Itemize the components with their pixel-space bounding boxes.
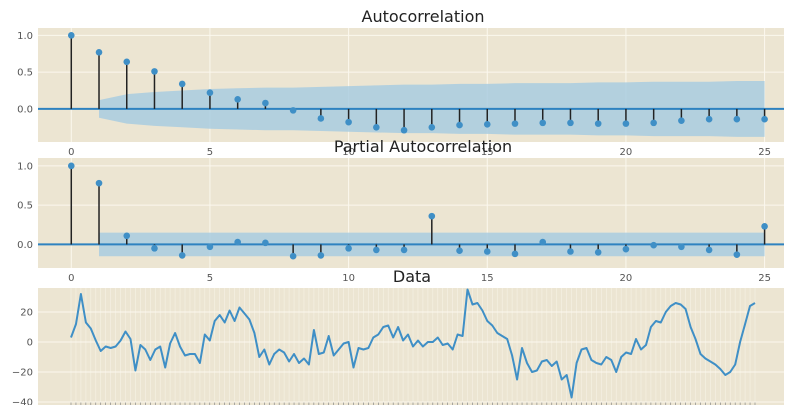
- x-tick-label: 25: [758, 273, 771, 284]
- stem-marker: [483, 121, 491, 128]
- stem-marker: [428, 212, 436, 220]
- x-tick-label: 5: [207, 147, 213, 158]
- x-tick-label: 10: [342, 147, 355, 158]
- stem-marker: [345, 245, 352, 252]
- stem-marker: [650, 119, 657, 127]
- stem-marker: [262, 99, 269, 107]
- y-tick-label: 0.5: [17, 201, 33, 212]
- chart-title: Partial Autocorrelation: [334, 137, 512, 156]
- stem-marker: [400, 246, 408, 254]
- y-tick-label: 1.0: [17, 161, 33, 172]
- x-tick-label: 15: [481, 273, 494, 284]
- stem-marker: [151, 68, 158, 75]
- plot-background: [38, 288, 784, 405]
- stem-marker: [289, 107, 297, 114]
- stem-marker: [95, 48, 103, 56]
- y-tick-label: 0.0: [17, 240, 33, 251]
- stem-marker: [178, 252, 186, 259]
- stem-marker: [650, 241, 657, 249]
- y-tick-label: −20: [12, 368, 33, 379]
- data-panel: 20 0 −20 −40 Data: [12, 267, 784, 405]
- y-tick-label: 1.0: [17, 31, 33, 42]
- stem-marker: [622, 120, 630, 127]
- y-tick-label: 0.0: [17, 104, 33, 115]
- stem-marker: [733, 251, 741, 258]
- stem-marker: [567, 248, 574, 255]
- x-tick-label: 20: [620, 147, 633, 158]
- stem-marker: [95, 179, 103, 187]
- x-tick-label: 10: [342, 273, 355, 284]
- stem-marker: [373, 123, 380, 131]
- stem-marker: [178, 80, 186, 88]
- chart-title: Data: [393, 267, 431, 286]
- x-tick-label: 0: [68, 147, 74, 158]
- stem-marker: [567, 119, 574, 127]
- stem-marker: [678, 117, 685, 124]
- data-series-line: [70, 288, 756, 399]
- pacf-panel: 1.0 0.5 0.0 0 5 10 15 20 25 Partial Autocorrelati…: [17, 137, 784, 284]
- stem-marker: [317, 115, 325, 122]
- stem-marker: [456, 121, 463, 129]
- stem-marker: [234, 238, 241, 246]
- stem-marker: [511, 120, 519, 127]
- stem-marker: [428, 123, 436, 131]
- stem-marker: [678, 243, 685, 251]
- stem-marker: [539, 119, 547, 127]
- stem-marker: [594, 120, 602, 127]
- y-tick-label: 20: [20, 308, 33, 319]
- chart-title: Autocorrelation: [362, 7, 485, 26]
- stem-marker: [67, 32, 75, 39]
- stem-marker: [511, 250, 519, 258]
- stem-marker: [151, 245, 158, 252]
- stem-marker: [67, 162, 75, 170]
- stem-marker: [206, 243, 214, 251]
- stem-marker: [539, 238, 547, 246]
- x-tick-label: 0: [68, 273, 74, 284]
- stem-marker: [206, 89, 214, 97]
- stem-marker: [456, 247, 463, 255]
- stem-marker: [761, 223, 768, 230]
- stem-marker: [705, 246, 713, 254]
- stem-marker: [262, 239, 269, 247]
- x-tick-label: 20: [620, 273, 633, 284]
- stem-marker: [483, 248, 491, 255]
- stem-marker: [317, 252, 325, 259]
- stem-marker: [733, 115, 741, 123]
- stem-marker: [761, 115, 768, 123]
- stem-marker: [123, 232, 131, 240]
- x-tick-label: 5: [207, 273, 213, 284]
- x-tick-label: 25: [758, 147, 771, 158]
- y-tick-label: −40: [12, 398, 33, 405]
- stem-marker: [289, 252, 297, 260]
- y-tick-label: 0: [27, 338, 33, 349]
- acf-panel: 1.0 0.5 0.0 0 5 10 15 20 25 Autocorrelation: [17, 7, 784, 158]
- stem-marker: [345, 118, 352, 126]
- x-tick-label: 15: [481, 147, 494, 158]
- stem-marker: [234, 96, 241, 103]
- y-tick-label: 0.5: [17, 68, 33, 79]
- stem-marker: [400, 126, 408, 134]
- stem-marker: [594, 248, 602, 256]
- stem-marker: [705, 115, 713, 123]
- stem-marker: [622, 245, 630, 253]
- stem-marker: [373, 246, 380, 254]
- stem-marker: [123, 58, 131, 66]
